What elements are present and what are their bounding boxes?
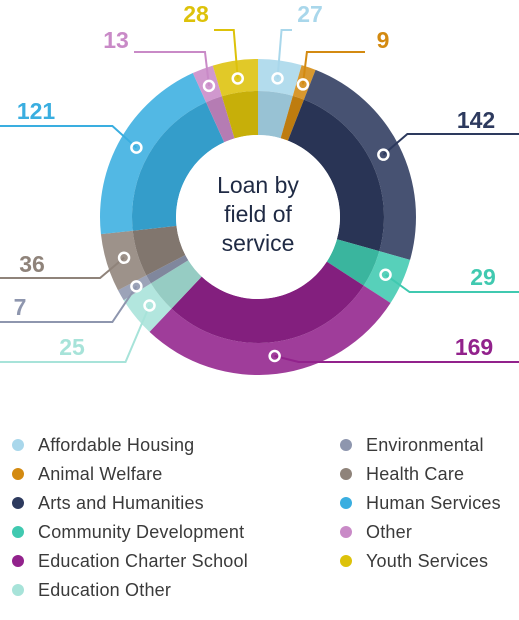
leader-line-human-services	[0, 125, 138, 149]
value-label-environmental: 7	[14, 294, 27, 320]
legend-label: Arts and Humanities	[38, 492, 204, 513]
slice-inner-education-other	[150, 260, 202, 309]
legend-item-human-services: Human Services	[340, 490, 501, 516]
leader-line-health-care	[0, 257, 125, 279]
leader-line-youth-services	[214, 29, 239, 79]
legend-swatch	[340, 555, 352, 567]
slice-inner-environmental	[146, 255, 189, 284]
value-label-arts-and-humanities: 142	[457, 107, 495, 133]
legend-swatch	[340, 439, 352, 451]
leader-line-other	[134, 51, 210, 86]
leader-dot-education-other	[143, 299, 156, 312]
leader-dot-affordable-housing	[271, 72, 284, 85]
legend-swatch	[340, 526, 352, 538]
legend-swatch	[12, 439, 24, 451]
leader-line-affordable-housing	[276, 29, 292, 79]
slice-outer-affordable-housing	[258, 59, 302, 96]
value-label-health-care: 36	[19, 251, 45, 277]
slice-outer-animal-welfare	[292, 65, 316, 100]
leader-line-animal-welfare	[301, 51, 365, 85]
legend-item-community-development: Community Development	[12, 519, 244, 545]
leader-dot-arts-and-humanities	[377, 148, 390, 161]
legend-swatch	[12, 584, 24, 596]
leader-line-environmental	[0, 285, 138, 323]
chart-title-line-1: Loan by	[217, 172, 299, 198]
slice-outer-youth-services	[212, 59, 258, 97]
legend-swatch	[340, 497, 352, 509]
slice-outer-other	[192, 65, 222, 103]
donut-hole	[176, 135, 340, 299]
slice-inner-education-charter-school	[171, 261, 364, 343]
value-label-education-charter-school: 169	[455, 334, 493, 360]
leader-dot-animal-welfare	[296, 78, 310, 91]
leader-line-education-other	[0, 305, 151, 363]
legend-item-animal-welfare: Animal Welfare	[12, 461, 163, 487]
value-label-animal-welfare: 9	[377, 27, 390, 53]
legend-label: Human Services	[366, 492, 501, 513]
value-label-leaders	[0, 29, 519, 363]
value-labels: 27 9 142 29 169 25 7 36 121 13 28	[14, 1, 496, 360]
slice-inner-community-development	[326, 239, 380, 286]
value-label-community-development: 29	[470, 264, 496, 290]
legend-swatch	[12, 526, 24, 538]
leader-dot-other	[202, 79, 216, 93]
slice-inner-other	[206, 96, 235, 143]
leader-dot-health-care	[117, 251, 131, 265]
value-label-affordable-housing: 27	[297, 1, 323, 27]
donut-chart: 27 9 142 29 169 25 7 36 121 13 28 Loan by field of…	[0, 1, 519, 375]
slice-inner-health-care	[132, 225, 186, 276]
value-label-other: 13	[103, 27, 129, 53]
slice-inner-arts-and-humanities	[287, 99, 384, 252]
legend-swatch	[340, 468, 352, 480]
slice-inner-affordable-housing	[258, 91, 293, 139]
slice-inner-human-services	[132, 102, 225, 231]
slice-inner-animal-welfare	[280, 95, 304, 141]
value-label-youth-services: 28	[183, 1, 209, 27]
chart-title-line-3: service	[222, 230, 295, 256]
chart-title-line-2: field of	[224, 201, 292, 227]
legend-label: Affordable Housing	[38, 434, 195, 455]
chart-legend: Affordable Housing Animal Welfare Arts and…	[0, 432, 519, 612]
leader-line-education-charter-school	[274, 355, 519, 363]
legend-label: Education Other	[38, 579, 172, 600]
legend-swatch	[12, 497, 24, 509]
leader-dot-education-charter-school	[268, 349, 281, 363]
slice-outer-human-services	[100, 73, 207, 235]
legend-label: Animal Welfare	[38, 463, 163, 484]
legend-label: Other	[366, 521, 413, 542]
legend-label: Environmental	[366, 434, 484, 455]
leader-dot-human-services	[130, 141, 143, 154]
slice-inner-youth-services	[221, 91, 258, 139]
legend-item-affordable-housing: Affordable Housing	[12, 432, 194, 458]
slice-outer-health-care	[100, 230, 147, 291]
leader-dot-environmental	[130, 280, 143, 293]
legend-swatch	[12, 555, 24, 567]
legend-item-other: Other	[340, 519, 412, 545]
legend-label: Health Care	[366, 463, 465, 484]
legend-item-youth-services: Youth Services	[340, 548, 488, 574]
legend-label: Youth Services	[366, 550, 489, 571]
leader-dot-community-development	[379, 268, 392, 281]
slice-outer-arts-and-humanities	[303, 69, 417, 260]
legend-label: Community Development	[38, 521, 245, 542]
legend-item-arts-and-humanities: Arts and Humanities	[12, 490, 204, 516]
leader-line-community-development	[384, 273, 519, 293]
leader-dot-youth-services	[231, 72, 244, 85]
value-label-human-services: 121	[17, 98, 56, 124]
slice-outer-education-charter-school	[149, 285, 391, 375]
legend-item-education-charter-school: Education Charter School	[12, 548, 248, 574]
value-label-education-other: 25	[59, 334, 85, 360]
legend-item-environmental: Environmental	[340, 432, 484, 458]
legend-label: Education Charter School	[38, 550, 248, 571]
slice-outer-community-development	[363, 251, 411, 303]
leader-line-arts-and-humanities	[382, 133, 519, 156]
legend-swatch	[12, 468, 24, 480]
legend-item-health-care: Health Care	[340, 461, 464, 487]
legend-item-education-other: Education Other	[12, 577, 171, 603]
